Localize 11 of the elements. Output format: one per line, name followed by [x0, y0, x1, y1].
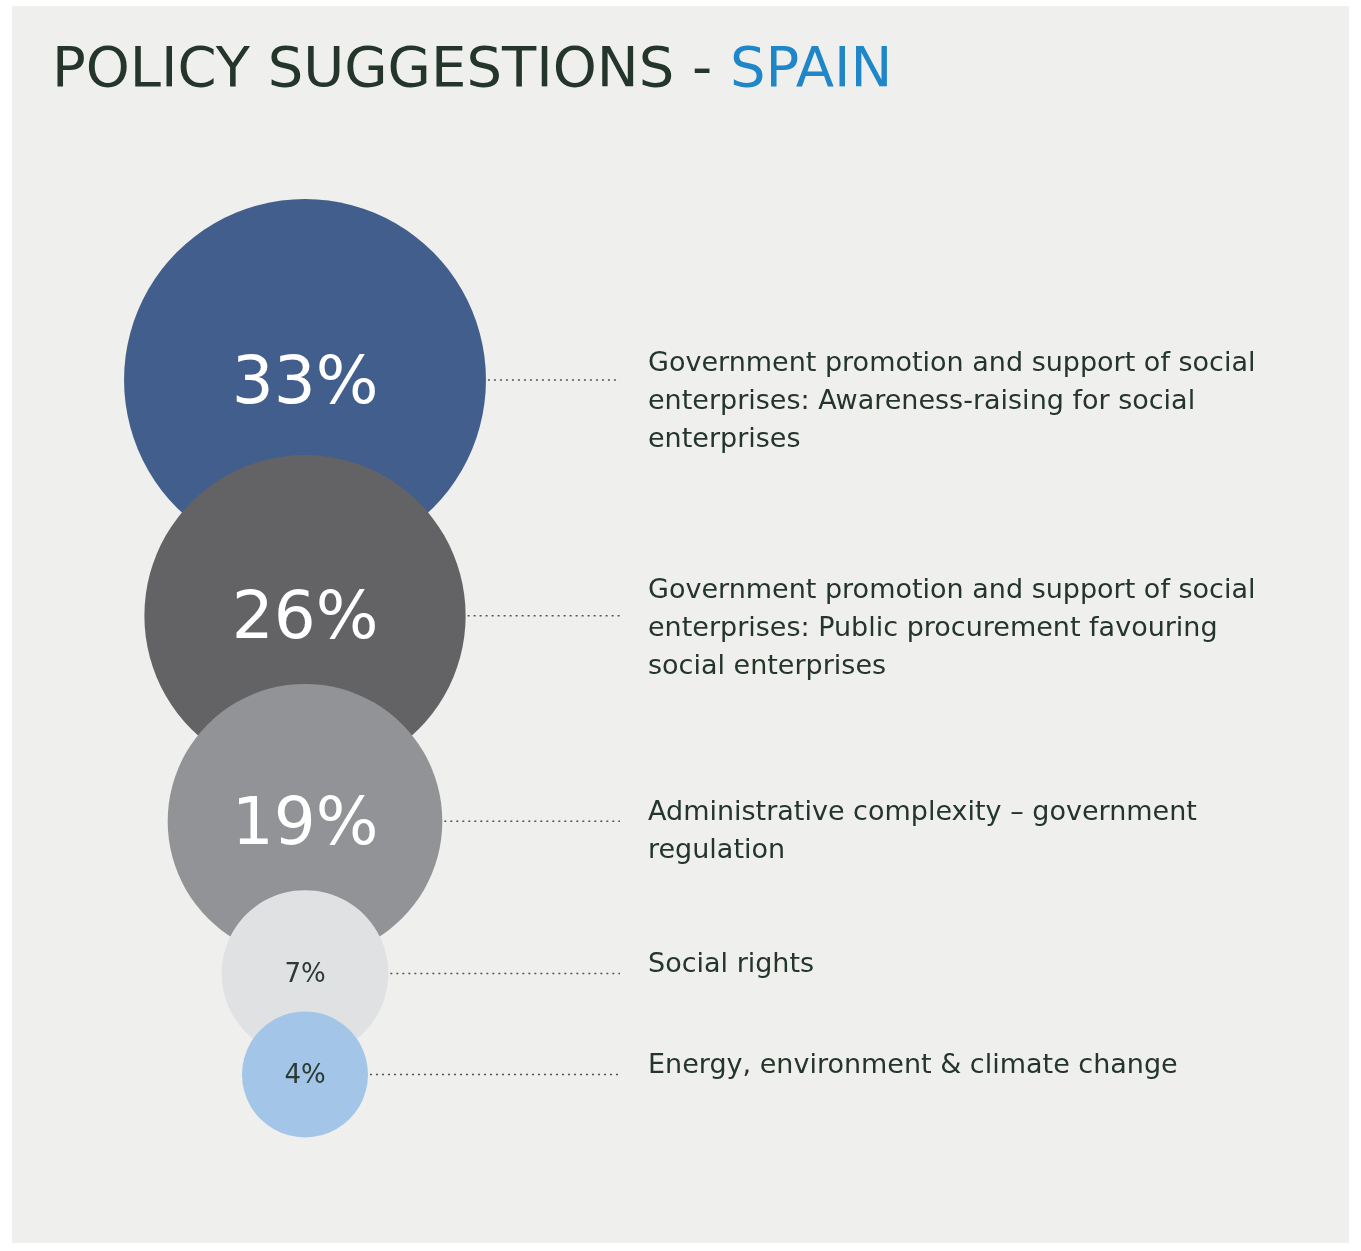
- category-label: Government promotion and support of social enterprises: Awareness-raising for social enterprises: [648, 345, 1265, 453]
- category-label: Government promotion and support of social enterprises: Public procurement favouring social enterprises: [648, 573, 1265, 681]
- category-label: Social rights: [648, 947, 815, 978]
- data-label: 4%: [284, 1059, 326, 1090]
- text: POLICY SUGGESTIONS - SPAIN: [52, 33, 893, 99]
- data-label: 33%: [231, 341, 379, 419]
- data-label: 7%: [284, 958, 326, 989]
- data-label: 26%: [231, 577, 379, 655]
- category-label: Administrative complexity – government regulation: [648, 794, 1206, 864]
- data-label: 19%: [231, 782, 379, 860]
- category-label: Energy, environment & climate change: [648, 1047, 1178, 1079]
